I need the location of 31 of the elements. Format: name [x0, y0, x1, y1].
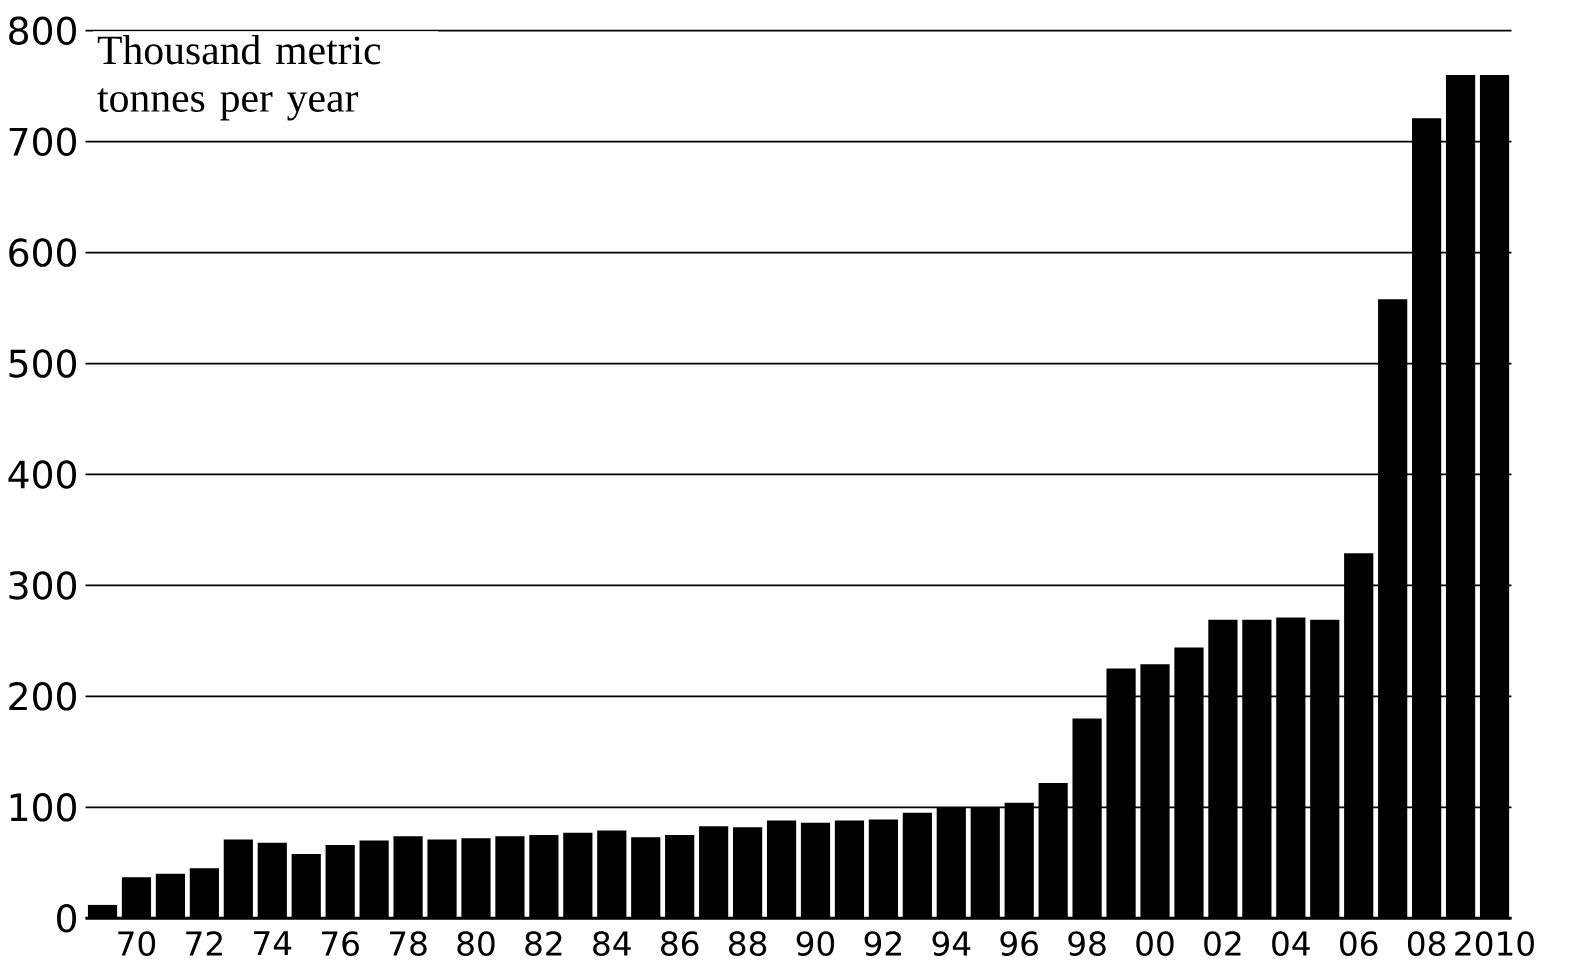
y-tick-label: 200 [9, 682, 76, 711]
y-tick-label: 100 [10, 793, 76, 822]
y-tick-label: 400 [8, 460, 76, 489]
x-tick-label: 06 [1340, 931, 1378, 957]
x-tick-label: 08 [1407, 931, 1446, 957]
x-tick-label: 78 [389, 931, 427, 957]
x-tick-label: 92 [864, 931, 901, 957]
x-tick-label: 94 [932, 931, 971, 957]
x-tick-label: 86 [661, 931, 699, 957]
y-tick-label: 700 [9, 127, 76, 157]
x-tick-label: 82 [525, 931, 562, 957]
x-tick-label: 00 [1136, 931, 1174, 957]
y-axis-title: Thousand metric tonnes per year [97, 35, 381, 121]
x-tick-label: 98 [1068, 931, 1106, 957]
y-tick-label: 300 [9, 571, 76, 600]
x-tick-label: 76 [322, 931, 359, 957]
x-tick-label: 70 [118, 931, 156, 957]
x-tick-label: 88 [728, 931, 767, 957]
x-tick-label: 72 [186, 931, 222, 956]
y-tick-label: 0 [57, 904, 77, 933]
x-tick-label: 74 [254, 931, 292, 956]
y-tick-label: 600 [9, 238, 76, 267]
x-tick-label: 96 [1000, 931, 1038, 957]
y-tick-label: 800 [9, 16, 76, 46]
x-tick-label: 02 [1204, 931, 1241, 957]
y-tick-label: 500 [9, 349, 76, 378]
x-tick-label: 90 [796, 931, 835, 957]
x-tick-label: 84 [593, 931, 631, 957]
x-tick-label: 2010 [1455, 931, 1534, 957]
x-tick-label: 04 [1272, 931, 1310, 957]
x-tick-label: 80 [457, 931, 495, 957]
